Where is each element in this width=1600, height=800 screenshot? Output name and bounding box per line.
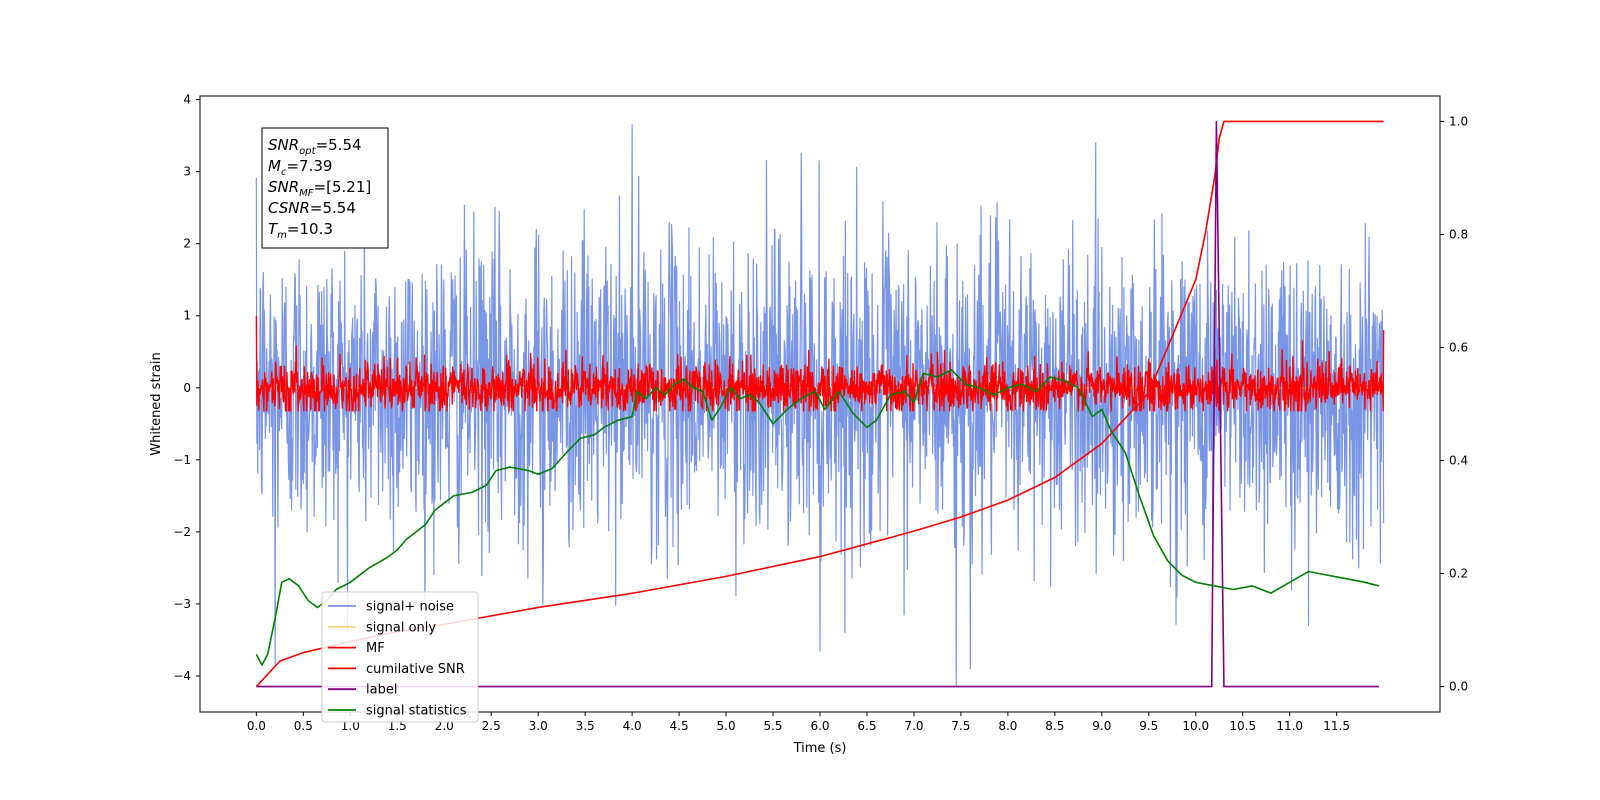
legend-label: signal+ noise	[366, 600, 454, 615]
x-tick-label: 3.0	[529, 719, 548, 733]
y-tick-label: 1	[183, 309, 191, 323]
x-tick-label: 0.5	[294, 719, 313, 733]
x-tick-label: 6.5	[857, 719, 876, 733]
y-tick-label: −3	[173, 597, 191, 611]
legend-entry: cumilative SNR	[328, 662, 465, 677]
legend-entry: MF	[328, 641, 385, 656]
x-tick-label: 2.5	[482, 719, 501, 733]
series-signal-noise	[255, 124, 1385, 688]
x-tick-label: 11.0	[1276, 719, 1303, 733]
x-tick-label: 8.5	[1045, 719, 1064, 733]
y-axis-left: −4 −3 −2 −1 0 1 2 3 4	[173, 93, 200, 683]
annotation-box-frame	[261, 127, 389, 249]
legend-label: signal statistics	[366, 704, 467, 719]
x-tick-label: 5.0	[717, 719, 736, 733]
y2-tick-label: 0.8	[1449, 227, 1468, 241]
y-tick-label: −4	[173, 669, 191, 683]
x-tick-label: 10.0	[1182, 719, 1209, 733]
x-tick-label: 4.0	[623, 719, 642, 733]
legend-entry: label	[328, 683, 397, 698]
y-tick-label: −1	[173, 453, 191, 467]
annotation-line: Tm=10.3	[268, 220, 333, 241]
y2-tick-label: 0.2	[1449, 567, 1468, 581]
y2-tick-label: 0.0	[1449, 680, 1468, 694]
annotation-line: SNRopt=5.54	[268, 136, 362, 157]
legend-label: cumilative SNR	[366, 662, 465, 677]
legend-entry: signal statistics	[328, 704, 467, 719]
y-tick-label: 3	[183, 165, 191, 179]
y-tick-label: 4	[183, 93, 191, 107]
x-tick-label: 11.5	[1323, 719, 1350, 733]
legend-entry: signal+ noise	[328, 600, 454, 615]
y2-tick-label: 1.0	[1449, 114, 1468, 128]
x-tick-label: 4.5	[670, 719, 689, 733]
x-tick-label: 9.0	[1092, 719, 1111, 733]
y-tick-label: 0	[183, 381, 191, 395]
y-tick-label: −2	[173, 525, 191, 539]
x-tick-label: 8.0	[998, 719, 1017, 733]
x-tick-label: 6.0	[810, 719, 829, 733]
y2-tick-label: 0.4	[1449, 454, 1468, 468]
legend: signal+ noise signal only MF cumilative SNR…	[321, 591, 479, 723]
x-tick-label: 5.5	[763, 719, 782, 733]
x-tick-label: 10.5	[1229, 719, 1256, 733]
y-axis-label: Whitened strain	[149, 352, 164, 455]
legend-label: MF	[366, 641, 385, 656]
x-axis-label: Time (s)	[793, 741, 847, 756]
legend-label: signal only	[366, 620, 436, 635]
series-mf	[255, 315, 1385, 412]
x-tick-label: 3.5	[576, 719, 595, 733]
annotation-line: CSNR=5.54	[268, 199, 356, 217]
x-tick-label: 0.0	[247, 719, 266, 733]
legend-frame	[321, 591, 479, 723]
x-tick-label: 9.5	[1139, 719, 1158, 733]
annotation-line: Mc=7.39	[268, 157, 332, 178]
annotation-line: SNRMF=[5.21]	[268, 178, 371, 199]
x-tick-label: 7.0	[904, 719, 923, 733]
y-tick-label: 2	[183, 237, 191, 251]
series-label	[256, 120, 1379, 688]
series-signal-statistics	[255, 368, 1380, 666]
legend-label: label	[366, 683, 397, 698]
y-axis-right: 0.0 0.2 0.4 0.6 0.8 1.0	[1440, 114, 1468, 694]
legend-entry: signal only	[328, 620, 436, 635]
x-tick-label: 7.5	[951, 719, 970, 733]
y2-tick-label: 0.6	[1449, 340, 1468, 354]
